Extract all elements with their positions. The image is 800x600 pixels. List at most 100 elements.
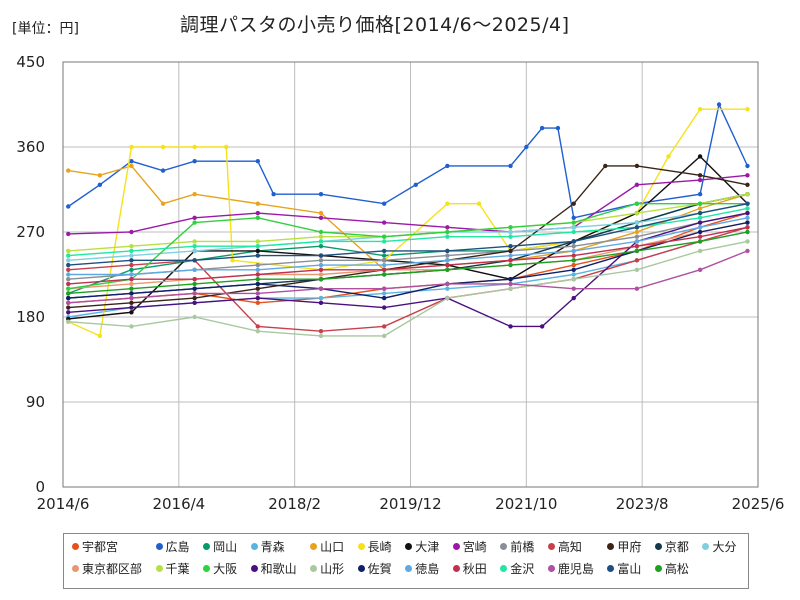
data-point xyxy=(129,145,133,149)
data-point xyxy=(572,230,576,234)
data-point xyxy=(256,301,260,305)
legend-item: 富山 xyxy=(607,560,649,577)
data-point xyxy=(129,244,133,248)
legend-label: 宇都宮 xyxy=(82,538,118,555)
data-point xyxy=(698,206,702,210)
data-point xyxy=(129,277,133,281)
data-point xyxy=(382,201,386,205)
data-point xyxy=(572,277,576,281)
data-point xyxy=(698,220,702,224)
data-point xyxy=(382,253,386,257)
data-point xyxy=(319,239,323,243)
legend-label: 秋田 xyxy=(463,560,487,577)
legend-item: 山形 xyxy=(310,560,352,577)
x-tick-label: 2014/6 xyxy=(37,495,90,513)
data-point xyxy=(66,305,70,309)
data-point xyxy=(129,310,133,314)
data-point xyxy=(66,168,70,172)
legend-marker-icon xyxy=(500,543,507,550)
data-point xyxy=(192,239,196,243)
y-tick-label: 270 xyxy=(16,223,45,241)
series-lines xyxy=(66,102,750,338)
data-point xyxy=(192,277,196,281)
data-point xyxy=(698,211,702,215)
data-point xyxy=(129,249,133,253)
legend-label: 京都 xyxy=(665,538,689,555)
data-point xyxy=(192,291,196,295)
legend-item: 長崎 xyxy=(358,538,400,555)
data-point xyxy=(192,258,196,262)
data-point xyxy=(319,334,323,338)
data-point xyxy=(745,173,749,177)
data-point xyxy=(745,201,749,205)
data-point xyxy=(698,107,702,111)
data-point xyxy=(745,239,749,243)
data-point xyxy=(445,258,449,262)
legend-item: 大阪 xyxy=(203,560,245,577)
data-point xyxy=(192,301,196,305)
series-15 xyxy=(66,201,750,290)
data-point xyxy=(192,244,196,248)
data-point xyxy=(572,258,576,262)
data-point xyxy=(635,183,639,187)
data-point xyxy=(635,164,639,168)
legend-label: 高知 xyxy=(558,538,582,555)
data-point xyxy=(745,230,749,234)
data-point xyxy=(635,235,639,239)
data-point xyxy=(256,291,260,295)
data-point xyxy=(572,249,576,253)
data-point xyxy=(129,258,133,262)
data-point xyxy=(98,334,102,338)
legend-label: 大阪 xyxy=(213,560,237,577)
legend-marker-icon xyxy=(358,565,365,572)
legend-label: 甲府 xyxy=(617,538,641,555)
data-point xyxy=(572,272,576,276)
data-point xyxy=(66,310,70,314)
data-point xyxy=(572,263,576,267)
y-tick-label: 90 xyxy=(26,393,45,411)
data-point xyxy=(745,192,749,196)
data-point xyxy=(66,286,70,290)
legend-label: 富山 xyxy=(617,560,641,577)
legend-label: 金沢 xyxy=(510,560,534,577)
data-point xyxy=(319,235,323,239)
data-point xyxy=(540,126,544,130)
data-point xyxy=(192,145,196,149)
legend-label: 鹿児島 xyxy=(558,560,594,577)
data-point xyxy=(635,225,639,229)
legend-label: 前橋 xyxy=(510,538,534,555)
legend-item: 和歌山 xyxy=(251,560,305,577)
legend-label: 山形 xyxy=(320,560,344,577)
legend-marker-icon xyxy=(655,543,662,550)
data-point xyxy=(319,211,323,215)
data-point xyxy=(256,324,260,328)
legend-marker-icon xyxy=(72,565,79,572)
data-point xyxy=(414,183,418,187)
data-point xyxy=(256,263,260,267)
data-point xyxy=(256,272,260,276)
data-point xyxy=(508,225,512,229)
legend-grid: 宇都宮 広島 岡山 青森 山口 長崎 大津 宮崎 前橋 高知 甲府 京都 大分 東京都区部 千葉 大阪 和歌山 山… xyxy=(72,538,744,577)
data-point xyxy=(319,216,323,220)
data-point xyxy=(66,320,70,324)
data-point xyxy=(129,263,133,267)
data-point xyxy=(129,253,133,257)
data-point xyxy=(256,201,260,205)
data-point xyxy=(508,282,512,286)
data-point xyxy=(635,201,639,205)
data-point xyxy=(445,201,449,205)
data-point xyxy=(66,282,70,286)
legend-label: 岡山 xyxy=(213,538,237,555)
data-point xyxy=(98,183,102,187)
legend-item: 高知 xyxy=(548,538,602,555)
data-point xyxy=(382,263,386,267)
legend-item: 山口 xyxy=(310,538,352,555)
data-point xyxy=(382,286,386,290)
data-point xyxy=(256,268,260,272)
legend-label: 大分 xyxy=(712,538,736,555)
data-point xyxy=(192,296,196,300)
legend-marker-icon xyxy=(72,543,79,550)
data-point xyxy=(66,268,70,272)
legend-marker-icon xyxy=(156,543,163,550)
